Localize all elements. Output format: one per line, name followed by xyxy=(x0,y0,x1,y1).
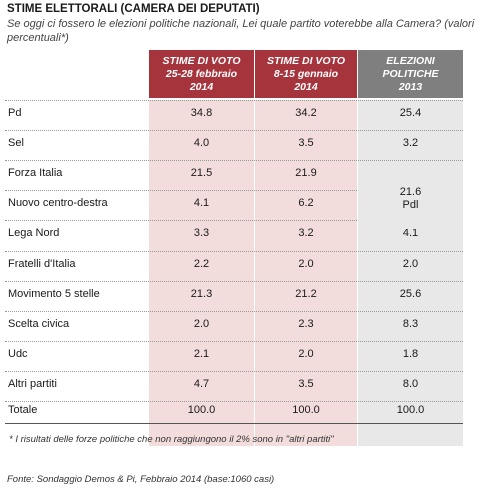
value-feb-2014: 2.2 xyxy=(193,257,210,270)
party-label: Lega Nord xyxy=(8,227,60,240)
column-fill-elections-2013 xyxy=(358,100,463,446)
value-elections-2013: 4.1 xyxy=(402,227,419,240)
merged-cell-value: 21.6 xyxy=(399,186,422,198)
row-divider xyxy=(5,340,463,342)
column-header-feb-2014: STIME DI VOTO 25-28 febbraio 2014 xyxy=(149,50,254,98)
party-label: Fratelli d'Italia xyxy=(8,257,76,270)
row-divider xyxy=(5,250,463,252)
table-row: Forza Italia 21.5 21.9 xyxy=(5,160,463,189)
table-subtitle: Se oggi ci fossero le elezioni politiche… xyxy=(7,18,475,44)
party-label: Scelta civica xyxy=(8,317,70,330)
row-divider xyxy=(5,160,463,162)
row-divider xyxy=(5,130,463,132)
value-elections-2013: 1.8 xyxy=(402,347,419,360)
column-fill-jan-2014 xyxy=(255,100,357,446)
party-label: Nuovo centro-destra xyxy=(8,197,108,210)
value-elections-2013: 25.6 xyxy=(399,287,422,300)
value-feb-2014: 4.1 xyxy=(193,197,210,210)
total-row: Totale 100.0 100.0 100.0 xyxy=(5,401,463,421)
row-divider xyxy=(5,100,463,101)
table-row: Pd 34.8 34.2 25.4 xyxy=(5,100,463,129)
party-label: Pd xyxy=(8,107,22,119)
party-label: Udc xyxy=(8,347,28,360)
row-divider xyxy=(5,370,463,372)
value-jan-2014: 34.2 xyxy=(295,107,317,119)
value-feb-2014: 2.0 xyxy=(193,317,210,330)
total-value-feb-2014: 100.0 xyxy=(187,404,216,416)
table-title: STIME ELETTORALI (CAMERA DEI DEPUTATI) xyxy=(7,3,260,15)
value-jan-2014: 2.0 xyxy=(298,257,314,270)
value-elections-2013: 25.4 xyxy=(399,107,422,119)
value-elections-2013: 3.2 xyxy=(402,137,419,150)
party-label: Forza Italia xyxy=(8,167,63,180)
value-feb-2014: 21.3 xyxy=(190,287,213,300)
table-row: Lega Nord 3.3 3.2 4.1 xyxy=(5,220,463,249)
value-elections-2013: 8.3 xyxy=(402,317,419,330)
table-row: Udc 2.1 2.0 1.8 xyxy=(5,341,463,370)
row-divider xyxy=(5,310,463,312)
table-bottom-rule xyxy=(5,423,463,424)
total-value-elections-2013: 100.0 xyxy=(396,404,425,416)
table-row: Nuovo centro-destra 4.1 6.2 xyxy=(5,190,463,219)
row-divider xyxy=(5,280,463,282)
value-feb-2014: 34.8 xyxy=(190,107,213,119)
merged-cell-pdl: 21.6 Pdl xyxy=(358,171,463,229)
value-elections-2013: 8.0 xyxy=(402,377,419,390)
party-label: Movimento 5 stelle xyxy=(8,287,100,300)
value-elections-2013: 2.0 xyxy=(402,257,419,270)
table-row: Fratelli d'Italia 2.2 2.0 2.0 xyxy=(5,251,463,280)
value-jan-2014: 2.0 xyxy=(298,347,314,360)
row-divider xyxy=(5,190,463,192)
party-label: Sel xyxy=(8,137,24,150)
value-feb-2014: 4.0 xyxy=(193,137,210,150)
value-feb-2014: 21.5 xyxy=(190,167,213,180)
value-jan-2014: 3.5 xyxy=(298,137,314,150)
party-label: Altri partiti xyxy=(8,377,57,390)
value-jan-2014: 2.3 xyxy=(298,317,314,330)
row-divider xyxy=(5,401,463,402)
total-label: Totale xyxy=(8,404,38,416)
value-jan-2014: 21.2 xyxy=(295,287,317,300)
column-header-elections-2013: ELEZIONI POLITICHE 2013 xyxy=(358,50,463,98)
value-jan-2014: 21.9 xyxy=(295,167,317,180)
row-divider xyxy=(5,220,463,222)
value-jan-2014: 3.5 xyxy=(298,377,314,390)
value-feb-2014: 2.1 xyxy=(193,347,210,360)
footnote: * I risultati delle forze politiche che … xyxy=(9,434,334,445)
value-jan-2014: 6.2 xyxy=(298,197,314,210)
table-row: Movimento 5 stelle 21.3 21.2 25.6 xyxy=(5,281,463,310)
column-fill-feb-2014 xyxy=(149,100,254,446)
column-header-jan-2014: STIME DI VOTO 8-15 gennaio 2014 xyxy=(255,50,357,98)
source-note: Fonte: Sondaggio Demos & Pi, Febbraio 20… xyxy=(7,474,275,485)
value-feb-2014: 3.3 xyxy=(193,227,210,240)
table-row: Sel 4.0 3.5 3.2 xyxy=(5,130,463,159)
value-feb-2014: 4.7 xyxy=(193,377,210,390)
table-row: Altri partiti 4.7 3.5 8.0 xyxy=(5,371,463,400)
total-value-jan-2014: 100.0 xyxy=(292,404,320,416)
value-jan-2014: 3.2 xyxy=(298,227,314,240)
table-row: Scelta civica 2.0 2.3 8.3 xyxy=(5,311,463,340)
merged-cell-label: Pdl xyxy=(402,199,419,211)
